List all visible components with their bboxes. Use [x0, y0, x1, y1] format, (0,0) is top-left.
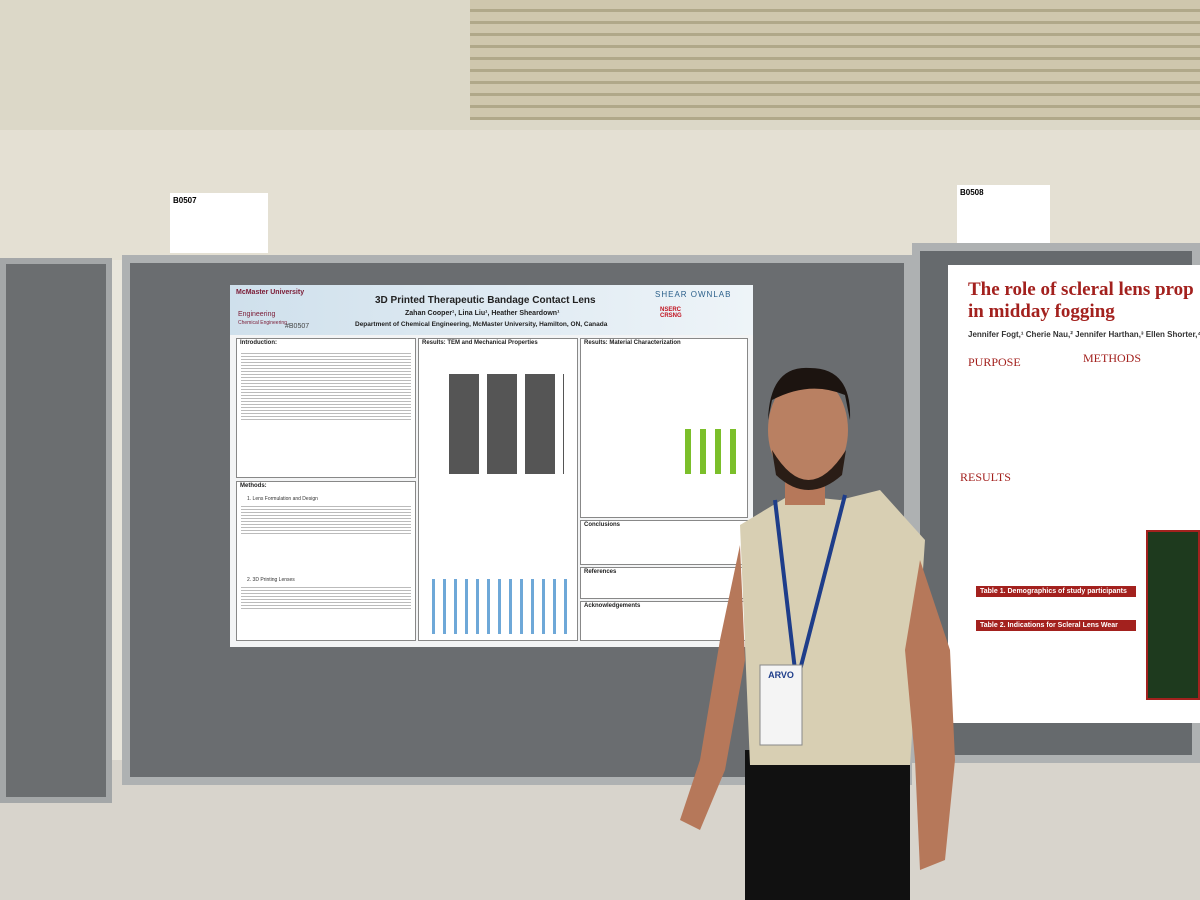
- text-block: [241, 351, 411, 421]
- board: [0, 258, 112, 803]
- section: Results: Material Characterization: [580, 338, 748, 518]
- sign-label: B0507: [173, 196, 197, 205]
- poster-title: The role of scleral lens prop: [968, 279, 1194, 300]
- logo-text: Chemical Engineering: [238, 320, 287, 326]
- logo-text: Engineering: [238, 311, 276, 318]
- section-heading: Methods:: [240, 483, 267, 489]
- figure: [1146, 530, 1200, 700]
- charts: [424, 579, 574, 634]
- section-heading: Conclusions: [584, 522, 621, 528]
- beard: [772, 450, 846, 490]
- section-heading: Introduction:: [240, 340, 277, 346]
- arm: [905, 560, 955, 870]
- poster-header: McMaster University Engineering Chemical…: [230, 285, 753, 335]
- section: Results: TEM and Mechanical Properties: [418, 338, 578, 641]
- table-title: Table 1. Demographics of study participa…: [976, 586, 1136, 597]
- lanyard: [773, 494, 847, 671]
- lab-logo: SHEAR OWNLAB: [655, 290, 732, 299]
- section-heading: METHODS: [1083, 351, 1142, 365]
- section-heading: Acknowledgements: [584, 603, 641, 609]
- authors: Jennifer Fogt,¹ Cherie Nau,² Jennifer Ha…: [968, 330, 1200, 339]
- section: References: [580, 567, 748, 599]
- text-block: [241, 585, 411, 610]
- section: Methods: 1. Lens Formulation and Design …: [236, 481, 416, 641]
- badge: [759, 664, 803, 746]
- poster: The role of scleral lens prop in midday …: [948, 265, 1200, 723]
- section: Acknowledgements: [580, 601, 748, 641]
- section-heading: Results: Material Characterization: [584, 340, 681, 346]
- text-block: [241, 504, 411, 534]
- arm: [680, 545, 745, 830]
- badge-label: ARVO: [768, 670, 794, 680]
- section-heading: References: [584, 569, 617, 575]
- sign: B0508: [957, 185, 1050, 245]
- vent: [470, 0, 1200, 120]
- trousers: [745, 750, 910, 900]
- poster-title: in midday fogging: [968, 301, 1115, 322]
- subheading: 1. Lens Formulation and Design: [247, 496, 318, 502]
- poster-id: #B0507: [285, 323, 310, 330]
- poster: McMaster University Engineering Chemical…: [230, 285, 753, 647]
- table-title: Table 2. Indications for Scleral Lens We…: [976, 620, 1136, 631]
- authors: Zahan Cooper¹, Lina Liu¹, Heather Sheard…: [405, 310, 560, 317]
- affiliation: Department of Chemical Engineering, McMa…: [355, 321, 608, 328]
- head: [768, 375, 848, 485]
- bar-chart: [676, 429, 736, 474]
- hair: [768, 367, 851, 420]
- poster-title: 3D Printed Therapeutic Bandage Contact L…: [375, 295, 596, 306]
- section: Introduction:: [236, 338, 416, 478]
- image-grid: [449, 374, 564, 474]
- sign-label: B0508: [960, 188, 984, 197]
- sign: B0507: [170, 193, 268, 253]
- funder-logo: NSERC CRSNG: [660, 307, 682, 319]
- subheading: 2. 3D Printing Lenses: [247, 577, 295, 583]
- section-heading: Results: TEM and Mechanical Properties: [422, 340, 538, 346]
- section-heading: PURPOSE: [968, 355, 1021, 369]
- logo-text: McMaster University: [236, 289, 305, 296]
- section-heading: RESULTS: [960, 470, 1011, 484]
- section: Conclusions: [580, 520, 748, 565]
